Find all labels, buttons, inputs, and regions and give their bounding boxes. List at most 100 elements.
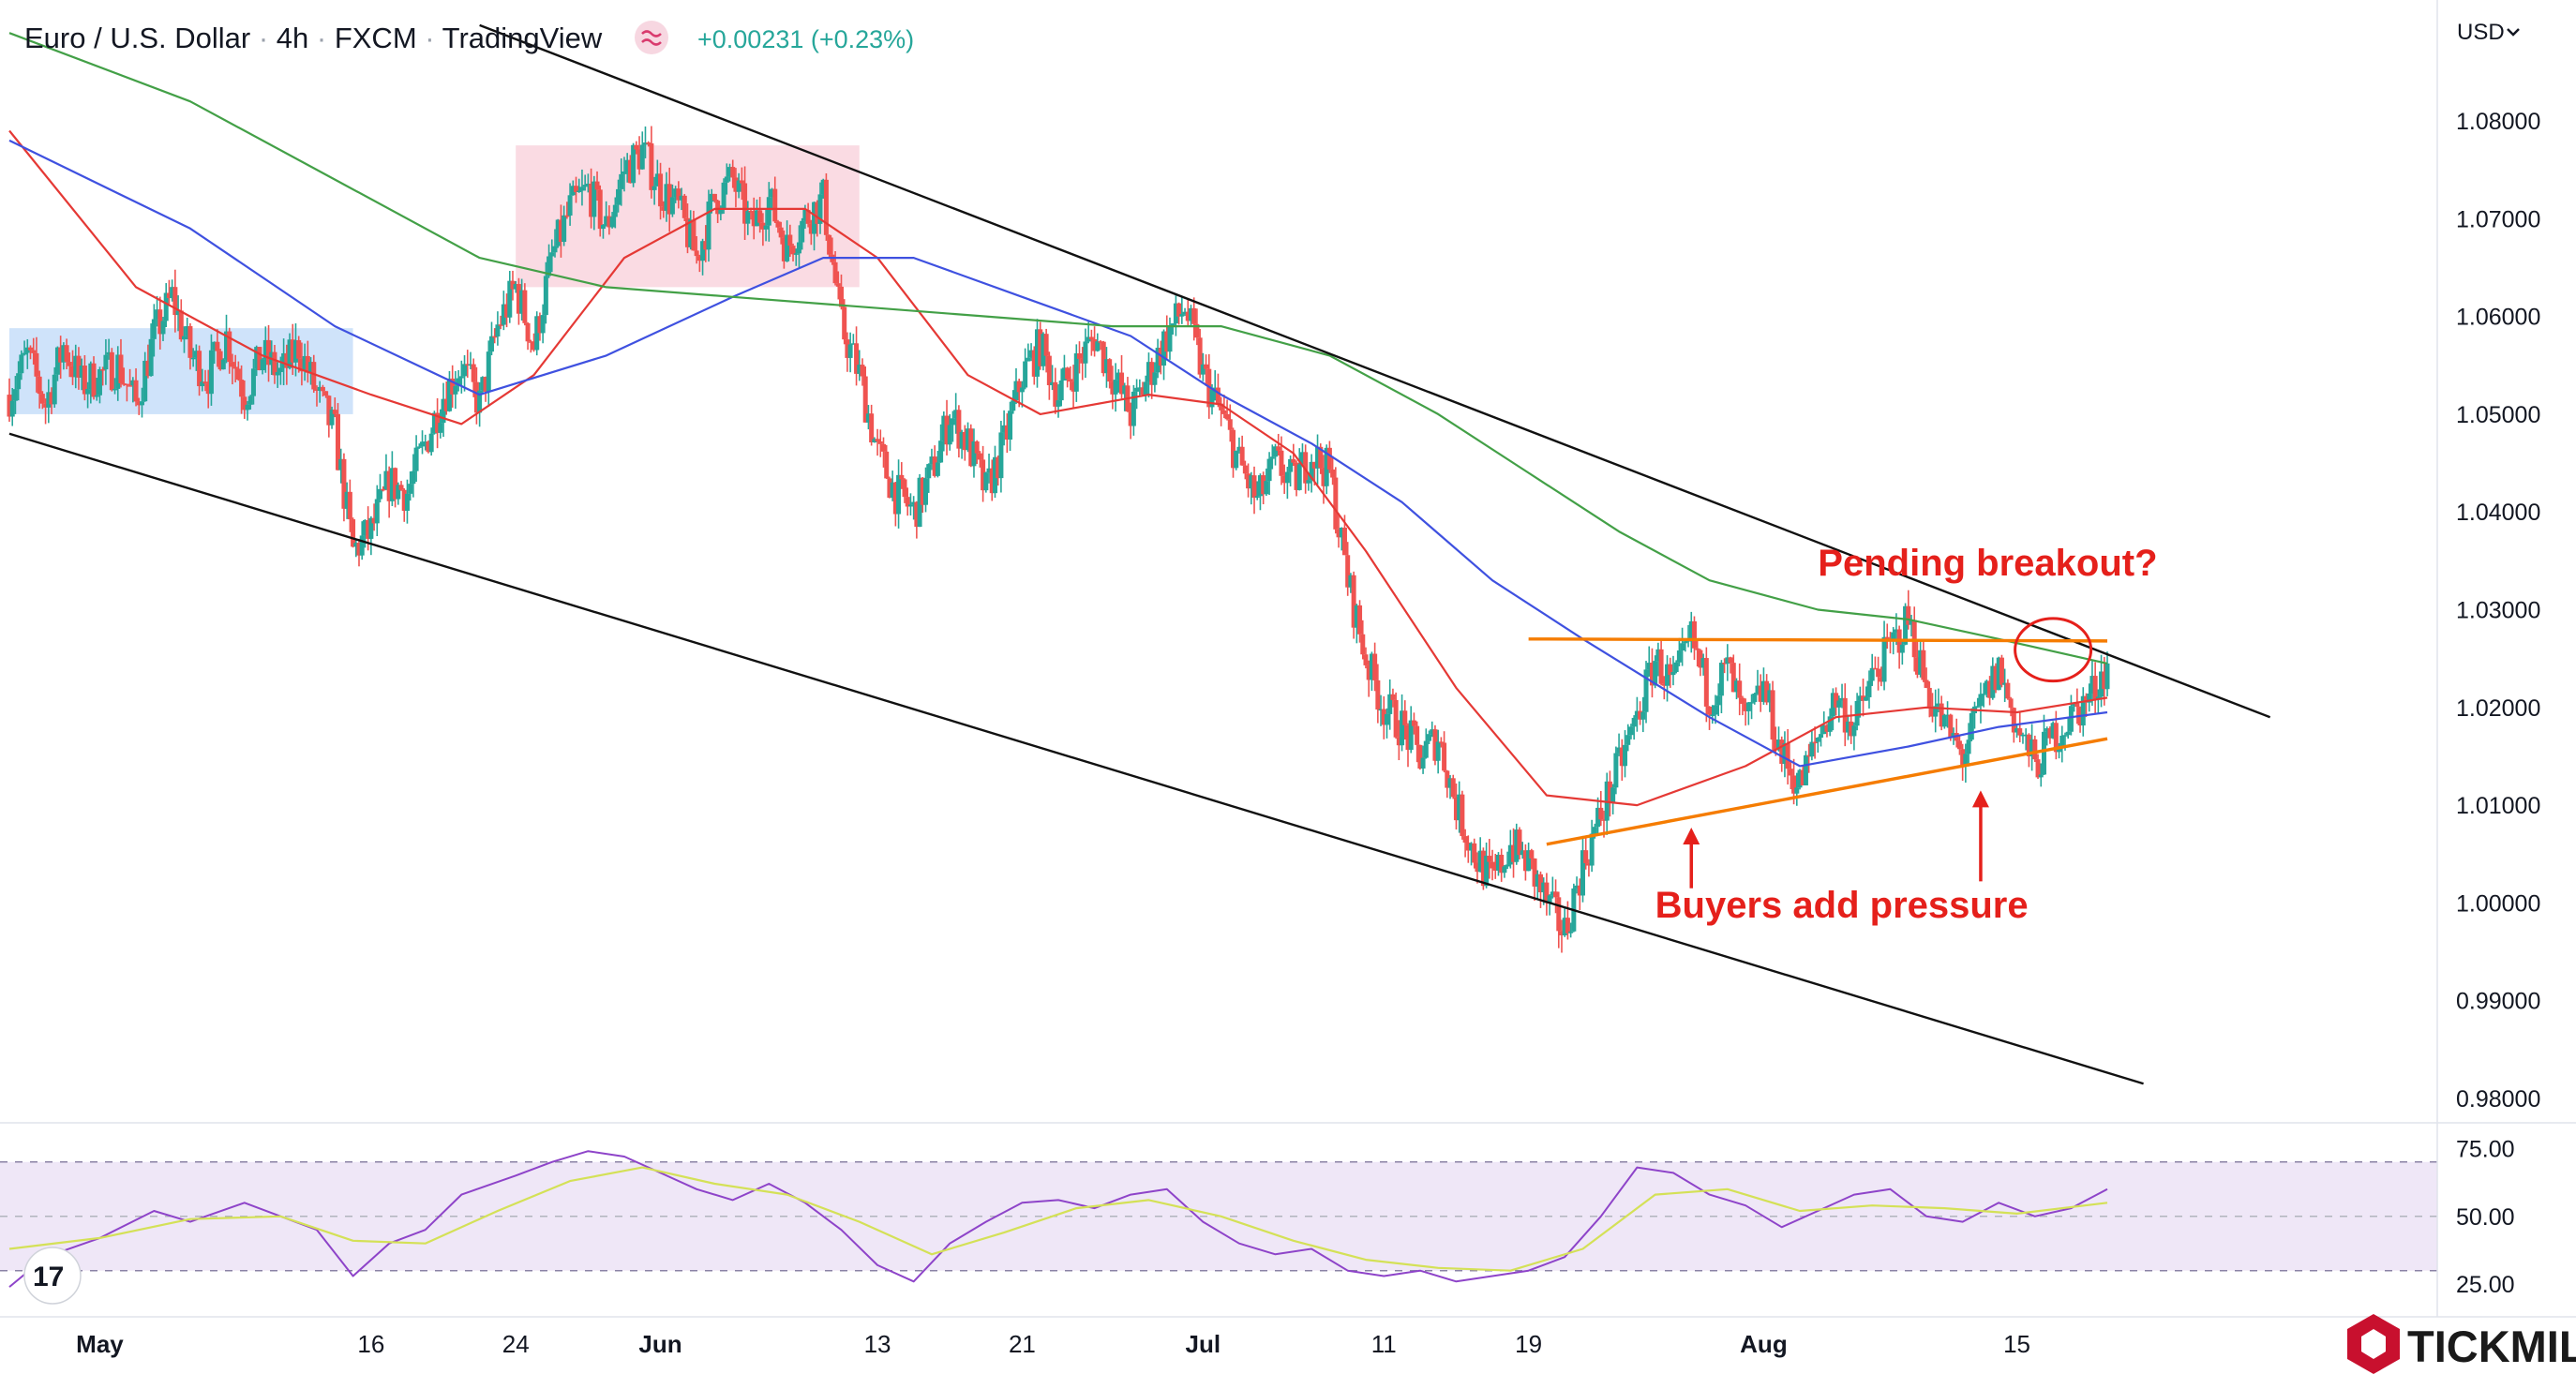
- candle: [408, 471, 413, 501]
- candle: [1366, 660, 1371, 697]
- candle: [2017, 711, 2023, 743]
- triangle-trendline[interactable]: [1528, 637, 2108, 643]
- candle: [495, 311, 501, 346]
- candle: [163, 283, 169, 328]
- candle: [920, 477, 925, 514]
- tradingview-logo[interactable]: 17: [23, 1247, 82, 1305]
- candlestick-series: [7, 126, 2110, 953]
- candle: [1595, 797, 1601, 835]
- candle: [1535, 870, 1540, 899]
- candle: [1088, 329, 1094, 356]
- candle: [416, 443, 422, 449]
- candle: [727, 163, 733, 182]
- candle: [1004, 413, 1010, 454]
- candle: [1854, 693, 1860, 731]
- candle: [281, 338, 287, 386]
- candle: [1760, 667, 1766, 705]
- candle: [305, 340, 310, 383]
- candle: [1098, 339, 1103, 351]
- candle: [353, 538, 359, 558]
- candle: [646, 141, 651, 147]
- candle: [1819, 724, 1824, 747]
- candle: [91, 356, 97, 400]
- chart-header: Euro / U.S. Dollar · 4h · FXCM · Trading…: [24, 21, 914, 54]
- candle: [1402, 700, 1408, 740]
- candle: [989, 459, 995, 501]
- annotations: Pending breakout? Buyers add pressure: [1655, 543, 2158, 926]
- candle: [522, 283, 528, 326]
- interval-label[interactable]: 4h: [277, 22, 308, 54]
- candle: [1782, 731, 1788, 778]
- price-tick-label: 1.08000: [2456, 109, 2540, 135]
- candle: [2044, 726, 2050, 746]
- candle: [1023, 348, 1028, 390]
- candle: [1767, 683, 1773, 712]
- candle: [775, 219, 781, 233]
- candle: [1348, 573, 1354, 593]
- candle: [287, 333, 292, 370]
- candle: [589, 168, 594, 229]
- time-tick-label: 19: [1515, 1330, 1542, 1358]
- candle: [567, 183, 573, 226]
- rsi-lines: [8, 1150, 2108, 1288]
- candle: [1773, 726, 1778, 756]
- candle: [157, 296, 163, 350]
- candle: [679, 187, 684, 211]
- svg-text:Euro / U.S. Dollar ·: Euro / U.S. Dollar · 4h · FXCM · Trading…: [24, 22, 603, 54]
- candle: [947, 413, 952, 451]
- candle: [1080, 347, 1086, 381]
- candle: [1899, 640, 1905, 665]
- candle: [1043, 328, 1049, 373]
- candle: [2014, 724, 2020, 739]
- candle: [1926, 681, 1932, 718]
- candle: [968, 424, 974, 468]
- compare-icon[interactable]: [635, 21, 668, 54]
- candle: [932, 445, 937, 478]
- candle: [124, 383, 129, 402]
- candle: [778, 221, 784, 245]
- triangle-trendline[interactable]: [1546, 737, 2108, 846]
- candle: [540, 304, 546, 344]
- candle: [1607, 770, 1612, 817]
- candle: [1384, 708, 1389, 739]
- candle: [151, 304, 157, 357]
- candle: [812, 202, 817, 251]
- candle: [106, 338, 112, 360]
- candle: [1475, 852, 1480, 884]
- candle: [1469, 842, 1475, 866]
- channel-trendline[interactable]: [479, 23, 2271, 719]
- candle: [1423, 728, 1429, 759]
- candle: [1284, 467, 1290, 500]
- candle: [341, 453, 347, 522]
- candle: [760, 213, 766, 246]
- price-tick-label: 1.03000: [2456, 598, 2540, 624]
- price-tick-label: 1.06000: [2456, 305, 2540, 331]
- candle: [1969, 708, 1974, 741]
- candle: [1137, 379, 1143, 397]
- candle: [465, 350, 471, 378]
- candle: [1460, 790, 1465, 840]
- candle: [992, 445, 997, 499]
- candle: [1522, 844, 1528, 881]
- channel-trendline[interactable]: [8, 432, 2144, 1085]
- candle: [724, 163, 729, 195]
- candle: [1408, 706, 1414, 754]
- candle: [899, 462, 905, 489]
- candle: [1610, 784, 1616, 814]
- candle: [1649, 648, 1655, 698]
- candle: [941, 411, 947, 452]
- candle: [2072, 703, 2077, 712]
- candle: [130, 377, 136, 403]
- candle: [869, 404, 875, 446]
- candle: [1562, 906, 1567, 937]
- candle: [1990, 657, 1996, 700]
- candle: [1613, 746, 1619, 795]
- candle: [905, 487, 910, 516]
- candle: [1140, 381, 1146, 396]
- candle: [525, 321, 531, 351]
- currency-button[interactable]: USD: [2457, 20, 2520, 45]
- candle: [1824, 724, 1830, 738]
- candle: [1876, 656, 1881, 691]
- candle: [1849, 705, 1854, 744]
